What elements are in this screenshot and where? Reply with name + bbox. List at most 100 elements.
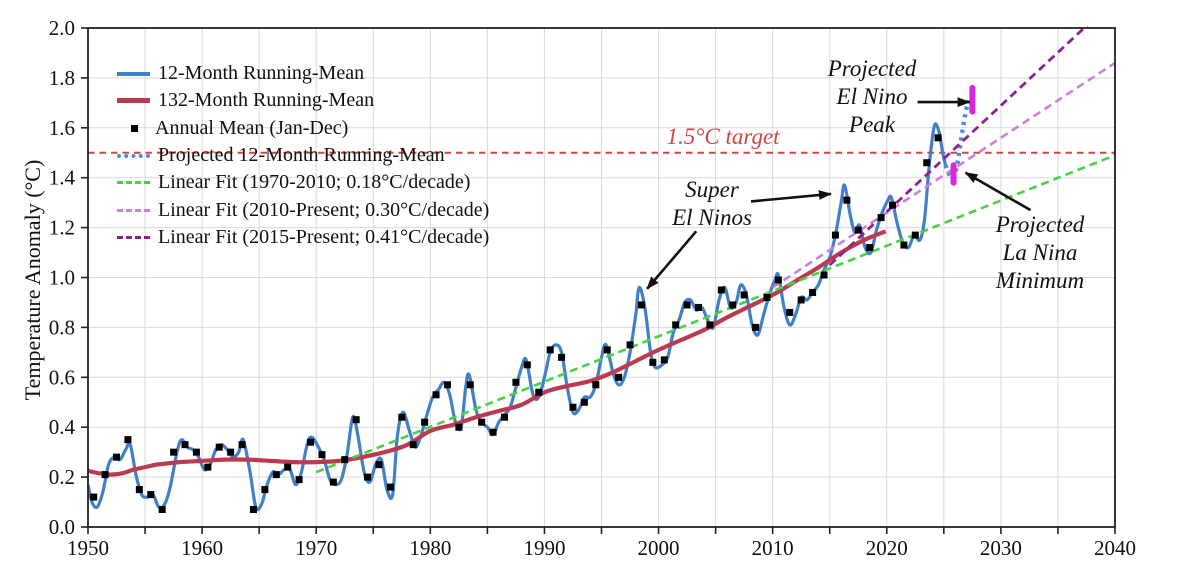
- legend-item-fit-2015-present: Linear Fit (2015-Present; 0.41°C/decade): [117, 224, 489, 251]
- annotation-line: Peak: [849, 112, 895, 137]
- legend-label: Linear Fit (2010-Present; 0.30°C/decade): [158, 198, 490, 221]
- annual-mean-point: [512, 378, 520, 386]
- annual-mean-point: [615, 373, 623, 381]
- annual-mean-point: [181, 441, 189, 449]
- annual-mean-point: [170, 448, 178, 456]
- y-axis-title: Temperature Anomaly (°C): [20, 159, 45, 401]
- series-132-month-running-mean: [87, 229, 887, 477]
- annual-mean-point: [318, 451, 326, 459]
- y-tick-label: 0.8: [49, 315, 75, 339]
- legend-item-132-month: 132-Month Running-Mean: [117, 87, 489, 114]
- annotation-line: El Nino: [836, 84, 908, 109]
- tick-labels: 1950 1960 1970 1980 1990 2000 2010 2020 2030 2040…: [49, 16, 1136, 560]
- x-tick-label: 1960: [181, 536, 223, 560]
- x-tick-label: 1990: [523, 536, 565, 560]
- series-linear-fit-2010-present-0-30-c-decade-: [771, 61, 1116, 289]
- gridlines: [88, 28, 1115, 527]
- annual-mean-point: [740, 291, 748, 299]
- annual-mean-point: [478, 418, 486, 426]
- annual-mean-point: [683, 301, 691, 309]
- annual-mean-point: [261, 486, 269, 494]
- annual-mean-point: [249, 506, 257, 514]
- annotation-line: Projected: [827, 56, 917, 81]
- x-tick-label: 2010: [752, 536, 794, 560]
- annual-mean-point: [158, 506, 166, 514]
- arrow-super-2016: [750, 190, 832, 203]
- annual-mean-point: [729, 301, 737, 309]
- blue-line-swatch-icon: [117, 71, 150, 76]
- annual-mean-point: [637, 301, 645, 309]
- annual-mean-point: [672, 321, 680, 329]
- annual-mean-point: [877, 214, 885, 222]
- x-tick-label: 2030: [980, 536, 1022, 560]
- legend-item-12-month: 12-Month Running-Mean: [117, 60, 489, 87]
- annotation-projected-el-nino-peak: Projected El Nino Peak: [828, 55, 917, 139]
- annual-mean-point: [409, 441, 417, 449]
- annotation-1-5c-target: 1.5°C target: [666, 123, 779, 151]
- annual-mean-point: [466, 381, 474, 389]
- black-square-swatch-icon: [131, 124, 138, 132]
- axis-ticks: [81, 27, 1116, 534]
- annual-mean-point: [603, 346, 611, 354]
- annual-mean-point: [192, 448, 200, 456]
- arrow-la-nina-minimum: [964, 171, 1032, 212]
- x-tick-label: 1970: [295, 536, 337, 560]
- annual-mean-point: [329, 478, 337, 486]
- annual-mean-point: [90, 493, 98, 501]
- purple-dashed-swatch-icon: [117, 235, 150, 239]
- series-group: [87, 26, 1116, 512]
- annotation-line: 1.5°C target: [666, 124, 780, 149]
- series-projected-12-month-running-mean: [943, 99, 972, 181]
- annual-mean-point: [580, 398, 588, 406]
- x-tick-label: 1980: [409, 536, 451, 560]
- annual-mean-point: [341, 456, 349, 464]
- x-tick-label: 1950: [67, 536, 109, 560]
- annual-mean-point: [592, 381, 600, 389]
- annual-mean-point: [284, 463, 292, 471]
- annual-mean-point: [558, 353, 566, 361]
- blue-dotted-swatch-icon: [117, 153, 150, 158]
- legend: 12-Month Running-Mean 132-Month Running-…: [117, 60, 489, 251]
- legend-label: Linear Fit (1970-2010; 0.18°C/decade): [158, 171, 471, 194]
- annual-mean-point: [227, 448, 235, 456]
- annual-mean-point: [523, 361, 531, 369]
- annual-mean-point: [147, 491, 155, 499]
- annual-mean-point: [694, 303, 702, 311]
- x-tick-label: 2040: [1094, 536, 1136, 560]
- annual-mean-point: [854, 226, 862, 234]
- annual-mean-point: [204, 463, 212, 471]
- series-linear-fit-1970-2010-0-18-c-decade-: [315, 154, 1116, 474]
- orchid-dashed-swatch-icon: [117, 208, 150, 212]
- legend-label: Projected 12-Month Running-Mean: [158, 144, 445, 167]
- annual-mean-point: [307, 438, 315, 446]
- y-tick-label: 1.0: [49, 266, 75, 290]
- legend-item-fit-2010-present: Linear Fit (2010-Present; 0.30°C/decade): [117, 196, 489, 223]
- annual-mean-point: [706, 321, 714, 329]
- annual-mean-point: [113, 453, 121, 461]
- y-tick-label: 1.4: [49, 166, 76, 190]
- plot-border: [87, 27, 1116, 528]
- annual-mean-point: [626, 341, 634, 349]
- annual-mean-point: [238, 441, 246, 449]
- annotation-line: Projected: [995, 212, 1085, 237]
- legend-item-projected: Projected 12-Month Running-Mean: [117, 142, 489, 169]
- annual-mean-point: [101, 471, 109, 479]
- annual-mean-point: [432, 391, 440, 399]
- series-linear-fit-2015-present-0-41-c-decade-: [828, 26, 1089, 267]
- legend-label: Linear Fit (2015-Present; 0.41°C/decade): [158, 225, 490, 248]
- annual-mean-point: [364, 473, 372, 481]
- annual-mean-point: [546, 346, 554, 354]
- annual-mean-point: [911, 231, 919, 239]
- annual-mean-point: [421, 418, 429, 426]
- annual-mean-point: [774, 276, 782, 284]
- annual-mean-point: [135, 486, 143, 494]
- legend-label: 12-Month Running-Mean: [158, 62, 365, 85]
- annual-mean-point: [820, 271, 828, 279]
- arrow-super-1998: [646, 230, 698, 290]
- annual-mean-point: [295, 476, 303, 484]
- annotation-super-el-ninos: Super El Ninos: [672, 176, 752, 232]
- annotation-projected-la-nina-minimum: Projected La Nina Minimum: [996, 211, 1085, 295]
- annotation-line: La Nina: [1002, 240, 1078, 265]
- y-tick-label: 2.0: [49, 16, 75, 40]
